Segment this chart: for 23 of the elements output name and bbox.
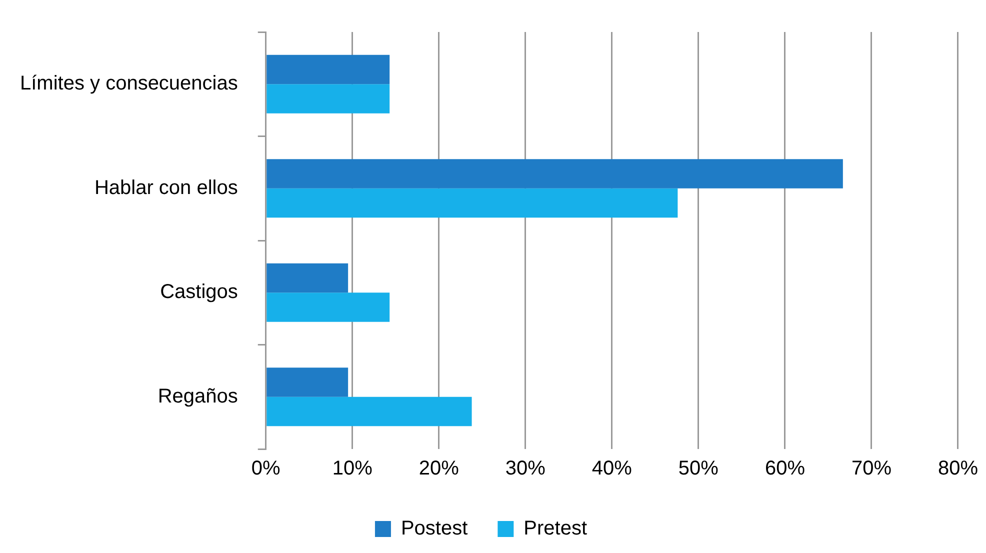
y-tick-label: Regaños (158, 385, 238, 408)
bar (266, 159, 843, 188)
y-tick-label: Límites y consecuencias (20, 72, 238, 95)
x-tick-label: 70% (851, 458, 892, 480)
bar (266, 263, 348, 293)
legend-label: Pretest (524, 518, 588, 540)
legend-label: Postest (400, 518, 468, 540)
bar (266, 396, 472, 426)
y-tick-label: Hablar con ellos (94, 176, 238, 199)
x-tick-label: 60% (764, 458, 806, 480)
x-tick-label: 30% (505, 458, 546, 480)
x-tick-label: 80% (938, 458, 978, 480)
x-tick-label: 50% (678, 458, 719, 480)
y-tick-label: Castigos (160, 281, 238, 304)
x-tick-label: 20% (418, 458, 460, 480)
bar (266, 368, 348, 397)
bar (266, 54, 390, 84)
x-tick-label: 0% (251, 458, 281, 480)
bar (266, 292, 390, 322)
bar (266, 84, 390, 114)
x-tick-label: 10% (332, 458, 373, 480)
bar (266, 188, 678, 218)
x-tick-label: 40% (592, 458, 632, 480)
